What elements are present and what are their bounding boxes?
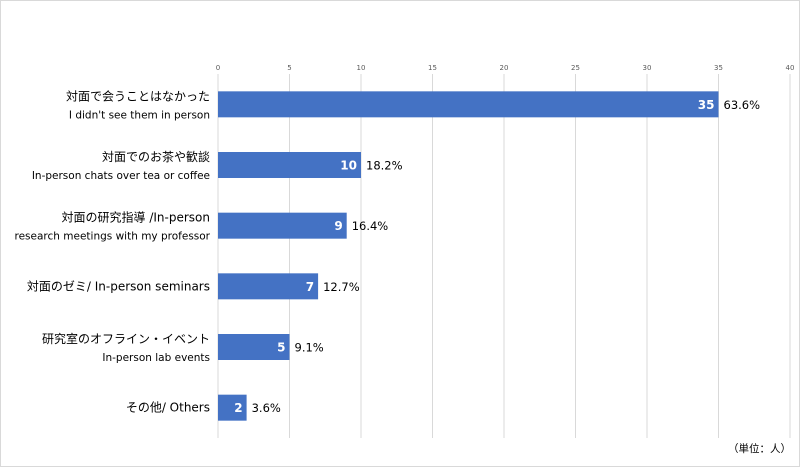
x-tick-label: 0 bbox=[216, 64, 220, 72]
bar bbox=[218, 212, 347, 239]
category-label-line1: 研究室のオフライン・イベント bbox=[42, 331, 210, 346]
bar-value-label: 7 bbox=[306, 280, 314, 294]
bar-value-label: 35 bbox=[698, 98, 715, 112]
x-tick-label: 30 bbox=[643, 64, 652, 72]
x-tick-label: 15 bbox=[428, 64, 437, 72]
bar bbox=[218, 152, 361, 178]
bar-percent-label: 12.7% bbox=[323, 280, 360, 294]
x-tick-label: 35 bbox=[714, 64, 723, 72]
x-tick-label: 40 bbox=[786, 64, 795, 72]
category-label: 対面のゼミ/ In-person seminars bbox=[27, 279, 210, 293]
unit-note: （単位：人） bbox=[728, 442, 791, 455]
bar-percent-label: 16.4% bbox=[352, 219, 389, 233]
bar-value-label: 2 bbox=[234, 401, 242, 415]
category-label-line2: In-person lab events bbox=[102, 352, 210, 364]
bar-value-label: 10 bbox=[340, 159, 357, 173]
bar-percent-label: 9.1% bbox=[295, 341, 324, 355]
bar bbox=[218, 334, 290, 360]
category-label-line1: 対面で会うことはなかった bbox=[66, 89, 210, 103]
bar-value-label: 9 bbox=[334, 219, 342, 233]
bars: 35 63.6% 10 18.2% 9 16.4% 7 12.7% 5 9.1% 2 3.6% bbox=[218, 91, 761, 421]
bar bbox=[218, 394, 247, 421]
category-label-line2: research meetings with my professor bbox=[15, 231, 211, 243]
bar-percent-label: 3.6% bbox=[252, 401, 281, 415]
category-label: その他/ Others bbox=[126, 401, 210, 415]
x-axis-ticks: 0 5 10 15 20 25 30 35 40 bbox=[216, 64, 795, 72]
x-tick-label: 5 bbox=[287, 64, 291, 72]
x-tick-label: 25 bbox=[571, 64, 580, 72]
category-label-line1: 対面の研究指導 /In-person bbox=[62, 210, 210, 225]
category-label-line1: 対面でのお茶や歓談 bbox=[102, 149, 210, 164]
bar-value-label: 5 bbox=[277, 341, 285, 355]
gridlines bbox=[217, 74, 791, 438]
x-tick-label: 20 bbox=[500, 64, 509, 72]
category-label-line2: In-person chats over tea or coffee bbox=[32, 170, 210, 182]
bar bbox=[218, 91, 719, 118]
category-label-line2: I didn't see them in person bbox=[69, 109, 210, 121]
bar-percent-label: 18.2% bbox=[366, 159, 403, 173]
bar bbox=[218, 273, 319, 300]
bar-percent-label: 63.6% bbox=[724, 98, 761, 112]
category-labels: 対面で会うことはなかった I didn't see them in person 対… bbox=[15, 89, 211, 414]
x-tick-label: 10 bbox=[357, 64, 366, 72]
